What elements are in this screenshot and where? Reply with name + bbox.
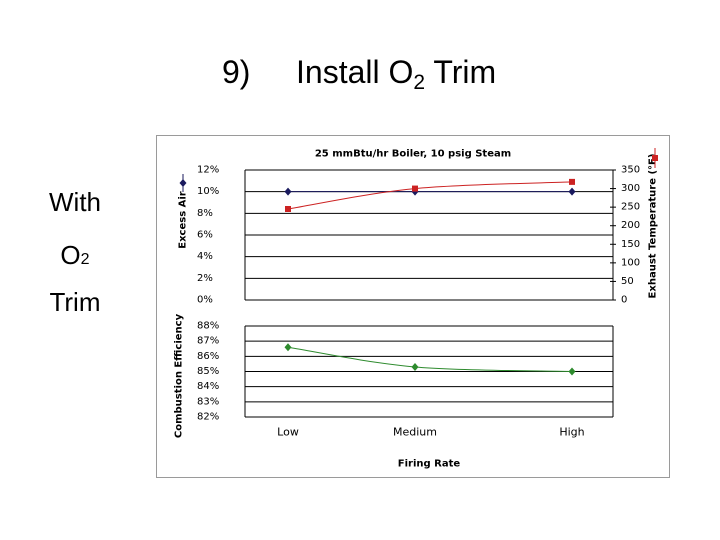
chart-svg: 25 mmBtu/hr Boiler, 10 psig Steam 12% 10% 8…: [174, 148, 659, 470]
top-ytick-label: 0%: [197, 295, 213, 306]
top-series-point-1: [285, 206, 291, 212]
chart-frame: 25 mmBtu/hr Boiler, 10 psig Steam 12% 10% 8…: [156, 135, 670, 478]
top-ytick-label: 10%: [197, 186, 219, 197]
top-y2tick-label: 200: [621, 220, 640, 231]
side-subscript: 2: [80, 251, 90, 268]
title-end: Trim: [425, 54, 497, 90]
side-label-with: With: [49, 187, 101, 217]
title-subscript: 2: [413, 71, 426, 94]
top-ytick-label: 8%: [197, 208, 213, 219]
slide-heading: Install O2 Trim: [296, 50, 496, 94]
top-y2tick-label: 0: [621, 295, 627, 306]
top-y2tick-label: 50: [621, 276, 634, 287]
top-series-point-0: [568, 187, 576, 196]
top-ytick-label: 6%: [197, 230, 213, 241]
top-ytick-label: 12%: [197, 165, 219, 176]
top-y2label: Exhaust Temperature (°F): [648, 154, 659, 299]
top-y2tick-label: 300: [621, 183, 640, 194]
bottom-ytick-label: 87%: [197, 336, 219, 347]
top-y2tick-label: 100: [621, 257, 640, 268]
legend-key-marker-left: [179, 179, 187, 187]
side-o: O: [60, 240, 81, 270]
top-series-point-0: [284, 187, 292, 196]
top-ytick-label: 2%: [197, 273, 213, 284]
side-label-o2: O2: [40, 240, 110, 270]
bottom-ytick-label: 82%: [197, 412, 219, 423]
side-label-trim: Trim: [49, 287, 101, 317]
title-main: Install O: [296, 54, 414, 90]
x-category-label: High: [559, 426, 584, 439]
bottom-series-point-0: [568, 367, 576, 376]
top-y2tick-label: 150: [621, 239, 640, 250]
bottom-series-point-0: [411, 362, 419, 371]
top-ytick-label: 4%: [197, 251, 213, 262]
legend-key-marker-right: [652, 155, 658, 161]
top-series-point-1: [412, 185, 418, 192]
bottom-ytick-label: 84%: [197, 381, 219, 392]
bottom-series-point-0: [284, 343, 292, 352]
slide-number: 9): [222, 54, 251, 90]
x-axis-label: Firing Rate: [398, 459, 461, 470]
top-series-point-1: [569, 178, 575, 185]
bottom-series-line-0: [287, 346, 573, 372]
bottom-ylabel: Combustion Efficiency: [174, 313, 185, 438]
top-y2tick-label: 350: [621, 165, 640, 176]
slide-title: 9) Install O2 Trim: [0, 50, 720, 94]
top-y2tick-label: 250: [621, 202, 640, 213]
top-ylabel: Excess Air: [178, 191, 189, 249]
chart-title: 25 mmBtu/hr Boiler, 10 psig Steam: [315, 149, 511, 160]
bottom-ytick-label: 86%: [197, 351, 219, 362]
x-category-label: Low: [277, 426, 299, 439]
x-category-label: Medium: [393, 426, 437, 439]
bottom-ytick-label: 85%: [197, 366, 219, 377]
bottom-ytick-label: 88%: [197, 321, 219, 332]
top-series-line-1: [287, 181, 573, 210]
bottom-ytick-label: 83%: [197, 396, 219, 407]
